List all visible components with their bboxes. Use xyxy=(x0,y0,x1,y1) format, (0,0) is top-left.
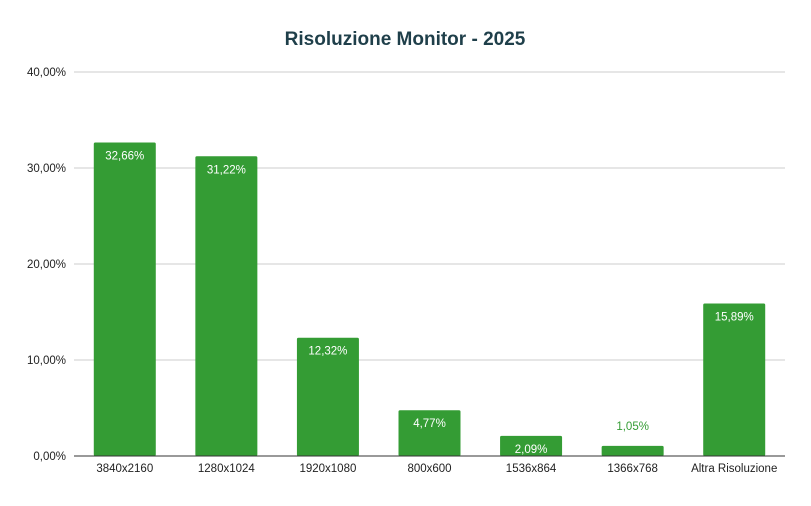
bar xyxy=(703,303,766,456)
x-category-label: 1366x768 xyxy=(607,463,658,475)
y-axis-ticks: 0,00% 10,00% 20,00% 30,00% 40,00% xyxy=(27,67,66,463)
y-tick-label: 20,00% xyxy=(27,259,66,271)
bars xyxy=(93,142,766,457)
x-category-label: 1920x1080 xyxy=(299,463,356,475)
data-label: 2,09% xyxy=(515,444,548,456)
bar xyxy=(398,410,461,456)
x-category-label: 1280x1024 xyxy=(198,463,256,475)
data-label: 32,66% xyxy=(105,150,144,162)
data-label: 15,89% xyxy=(715,311,754,323)
y-tick-label: 0,00% xyxy=(33,451,66,463)
y-tick-label: 30,00% xyxy=(27,163,66,175)
x-category-label: Altra Risoluzione xyxy=(691,463,777,475)
data-label: 12,32% xyxy=(308,346,347,358)
gridlines xyxy=(74,71,785,361)
bar xyxy=(195,156,258,456)
y-tick-label: 10,00% xyxy=(27,355,66,367)
x-category-label: 800x600 xyxy=(407,463,451,475)
y-tick-label: 40,00% xyxy=(27,67,66,79)
data-label: 1,05% xyxy=(616,421,649,433)
x-axis-categories: 3840x2160 1280x1024 1920x1080 800x600 1536x8… xyxy=(96,463,777,475)
bar xyxy=(93,142,156,457)
x-category-label: 3840x2160 xyxy=(96,463,153,475)
bar xyxy=(296,337,359,456)
data-labels: 32,66% 31,22% 12,32% 4,77% 2,09% 1,05% 15,89% xyxy=(105,150,753,455)
x-category-label: 1536x864 xyxy=(506,463,557,475)
data-label: 31,22% xyxy=(207,164,246,176)
bar xyxy=(601,445,664,456)
data-label: 4,77% xyxy=(413,418,446,430)
chart-title: Risoluzione Monitor - 2025 xyxy=(285,29,526,50)
bar xyxy=(500,435,563,456)
